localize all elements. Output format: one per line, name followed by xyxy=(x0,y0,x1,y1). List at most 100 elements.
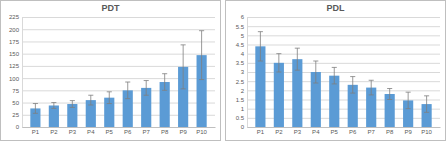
x-tick-label: P2 xyxy=(50,129,58,135)
x-axis: P1P2P3P4P5P6P7P8P9P10 xyxy=(248,127,441,135)
grid-line xyxy=(247,26,440,27)
x-tick: P7 xyxy=(143,127,151,135)
error-bar-line xyxy=(332,67,337,83)
grid-line xyxy=(247,54,440,55)
y-tick-label: 3 xyxy=(241,69,245,75)
error-bar-line xyxy=(125,82,130,99)
y-tick-label: 4 xyxy=(241,51,245,57)
y-axis: 00.511.522.533.544.555.56 xyxy=(236,14,440,130)
y-tick: 200 xyxy=(9,27,215,33)
x-tick: P6 xyxy=(124,127,132,135)
x-tick-label: P1 xyxy=(32,129,40,135)
error-bar xyxy=(276,54,281,72)
error-bar-line xyxy=(369,80,374,95)
panel: PDT0255075100125150175200225P1P2P3P4P5P6… xyxy=(1,1,221,141)
y-tick-label: 2 xyxy=(241,88,245,94)
grid-line xyxy=(247,35,440,36)
error-bar-line xyxy=(144,81,149,96)
grid-line xyxy=(22,29,215,30)
x-tick-label: P9 xyxy=(179,129,187,135)
y-tick-label: 0 xyxy=(241,124,245,130)
x-tick-label: P7 xyxy=(368,129,376,135)
y-tick: 3.5 xyxy=(236,60,440,66)
x-tick: P1 xyxy=(257,127,265,135)
y-tick-label: 175 xyxy=(9,39,20,45)
figure: PDT0255075100125150175200225P1P2P3P4P5P6… xyxy=(0,0,447,141)
x-tick-label: P4 xyxy=(87,129,95,135)
grid-line xyxy=(22,54,215,55)
panel: PDL00.511.522.533.544.555.56P1P2P3P4P5P6… xyxy=(226,1,446,141)
error-bar xyxy=(369,80,374,95)
chart-title: PDL xyxy=(327,3,346,13)
y-tick: 4.5 xyxy=(236,42,440,48)
x-tick-label: P5 xyxy=(106,129,114,135)
x-tick: P10 xyxy=(196,127,207,135)
error-bar xyxy=(295,48,300,70)
error-bar xyxy=(88,95,93,105)
error-bar-line xyxy=(199,31,204,80)
grid-line xyxy=(22,17,215,18)
x-tick-label: P3 xyxy=(69,129,77,135)
error-bar xyxy=(125,82,130,99)
x-tick-label: P7 xyxy=(143,129,151,135)
y-tick-label: 225 xyxy=(9,14,20,20)
grid-line xyxy=(22,41,215,42)
x-tick: P9 xyxy=(179,127,187,135)
x-tick: P5 xyxy=(331,127,339,135)
y-tick-label: 6 xyxy=(241,14,245,20)
y-tick-label: 2.5 xyxy=(236,79,245,85)
x-tick: P8 xyxy=(386,127,394,135)
x-tick-label: P4 xyxy=(312,129,320,135)
y-tick: 5.5 xyxy=(236,24,440,30)
y-axis: 0255075100125150175200225 xyxy=(9,14,215,130)
error-bar xyxy=(33,104,38,114)
x-tick-label: P6 xyxy=(124,129,132,135)
y-tick: 6 xyxy=(241,14,440,20)
y-tick-label: 1.5 xyxy=(236,97,245,103)
x-tick-label: P9 xyxy=(404,129,412,135)
x-axis: P1 P2 P3 P4 P5 P6 P7 P8 P9 P10 xyxy=(23,127,216,135)
error-bar xyxy=(424,96,429,113)
y-tick-label: 3.5 xyxy=(236,60,245,66)
error-bar xyxy=(144,81,149,96)
error-bar-line xyxy=(406,92,411,109)
x-tick: P3 xyxy=(294,127,302,135)
error-bar xyxy=(258,32,263,61)
error-bar-line xyxy=(276,54,281,72)
y-tick-label: 150 xyxy=(9,51,20,57)
error-bar xyxy=(332,67,337,83)
bars xyxy=(30,31,206,127)
grid-line xyxy=(247,127,440,128)
y-tick-label: 5 xyxy=(241,33,245,39)
x-tick: P8 xyxy=(161,127,169,135)
error-bar xyxy=(199,31,204,80)
y-axis-line xyxy=(23,18,216,128)
y-tick: 150 xyxy=(9,51,215,57)
error-bar-line xyxy=(313,61,318,83)
error-bar-line xyxy=(70,101,75,108)
panel-frame xyxy=(226,1,446,141)
x-tick-label: P5 xyxy=(331,129,339,135)
error-bar-line xyxy=(258,32,263,61)
x-tick-label: P1 xyxy=(257,129,265,135)
error-bar-line xyxy=(88,95,93,105)
grid-line xyxy=(247,45,440,46)
x-tick-label: P2 xyxy=(275,129,283,135)
y-tick: 225 xyxy=(9,14,215,20)
x-tick: P1 xyxy=(32,127,40,135)
error-bar-line xyxy=(295,48,300,70)
x-tick: P5 xyxy=(106,127,114,135)
bars xyxy=(255,32,431,127)
error-bar-line xyxy=(51,103,56,109)
error-bar-line xyxy=(107,92,112,104)
y-tick-label: 125 xyxy=(9,63,20,69)
error-bar-line xyxy=(181,45,186,89)
plot: 0255075100125150175200225P1P2P3P4P5P6P7P… xyxy=(9,14,216,135)
x-tick-label: P10 xyxy=(421,129,432,135)
grid-line xyxy=(247,17,440,18)
error-bar-line xyxy=(33,104,38,114)
error-bar xyxy=(162,74,167,91)
y-tick-label: 0 xyxy=(16,124,20,130)
panel-frame xyxy=(1,1,221,141)
x-tick: P10 xyxy=(421,127,432,135)
